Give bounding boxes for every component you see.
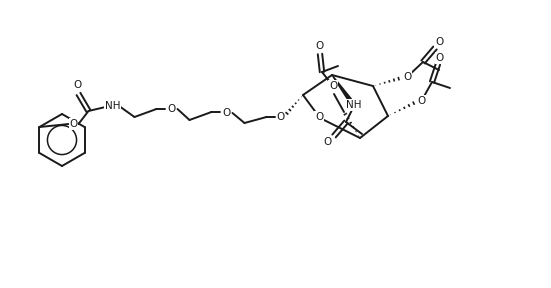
Text: O: O [435, 37, 443, 47]
Text: O: O [436, 53, 444, 63]
Text: O: O [73, 80, 82, 90]
Text: O: O [324, 137, 332, 147]
Polygon shape [332, 75, 352, 101]
Text: O: O [315, 112, 323, 122]
Text: O: O [316, 41, 324, 51]
Text: O: O [403, 72, 411, 82]
Text: NH: NH [105, 101, 120, 111]
Text: O: O [329, 81, 337, 91]
Text: O: O [418, 96, 426, 106]
Text: O: O [223, 108, 231, 118]
Text: NH: NH [346, 100, 362, 110]
Text: O: O [277, 112, 285, 122]
Text: O: O [69, 119, 78, 129]
Text: O: O [168, 104, 176, 114]
